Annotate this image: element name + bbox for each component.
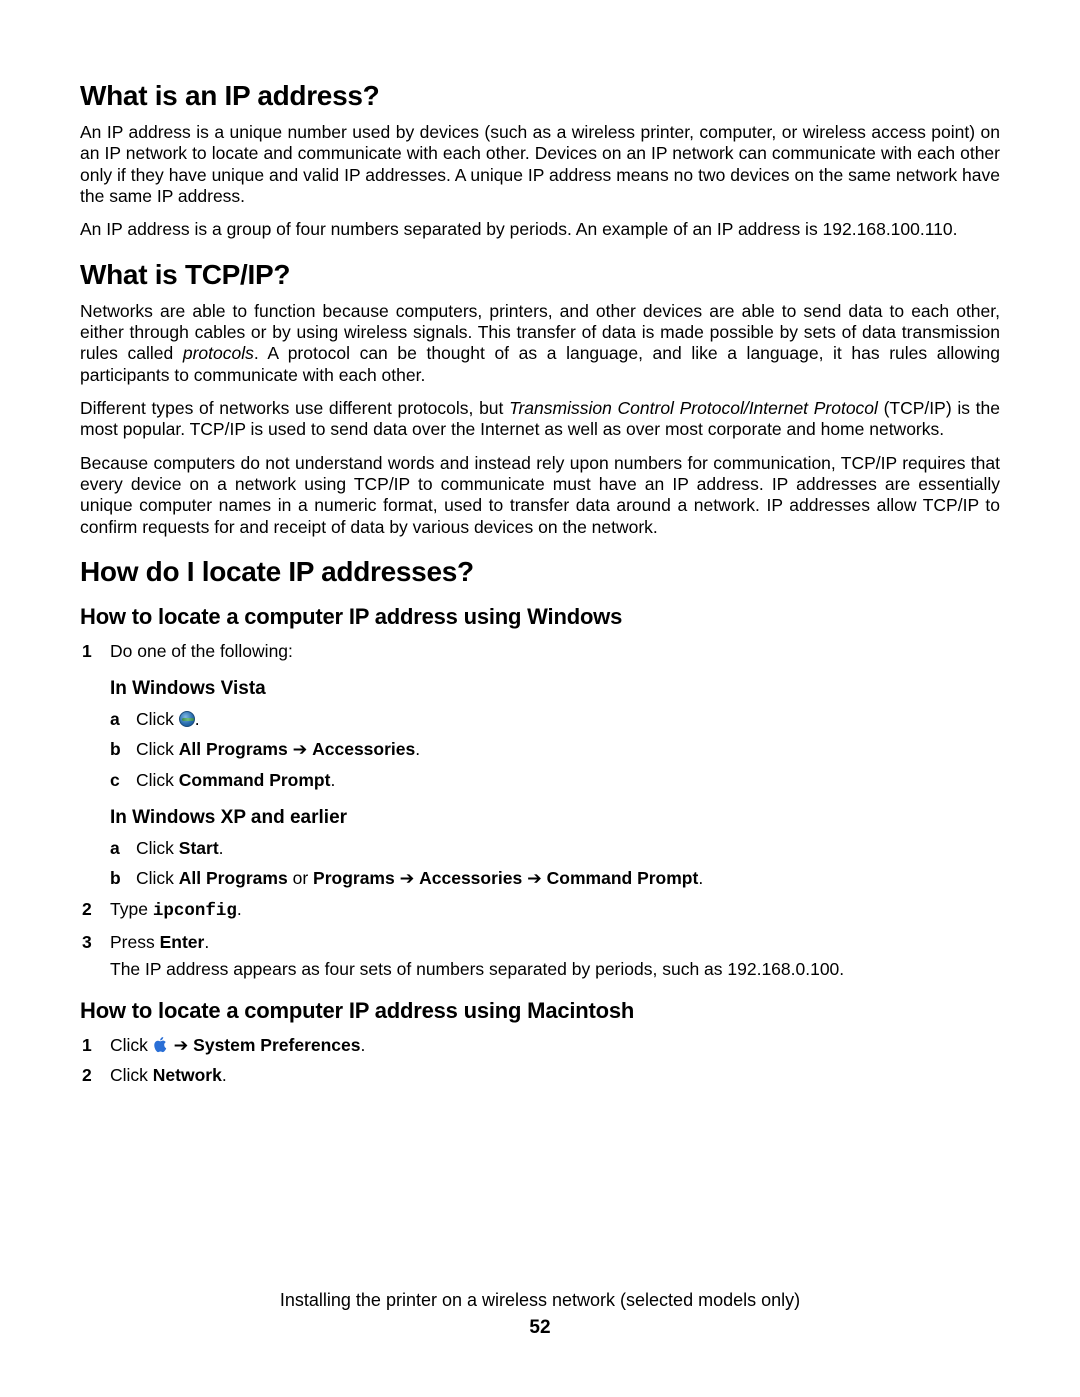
list-item: a Click Start. — [110, 837, 1000, 861]
list-marker: 3 — [82, 931, 92, 955]
text: Do one of the following: — [110, 641, 293, 661]
note-text: The IP address appears as four sets of n… — [110, 958, 1000, 982]
list-item: 1 Do one of the following: — [80, 640, 1000, 664]
text: Type — [110, 899, 153, 919]
subheading-windows: How to locate a computer IP address usin… — [80, 604, 1000, 630]
paragraph: Networks are able to function because co… — [80, 301, 1000, 386]
list-marker: 2 — [82, 1064, 92, 1088]
footer-title: Installing the printer on a wireless net… — [0, 1290, 1080, 1311]
paragraph: Because computers do not understand word… — [80, 453, 1000, 538]
text-bold: Enter — [160, 932, 205, 952]
text: Click — [110, 1035, 153, 1055]
list-marker: c — [110, 769, 120, 793]
list-item: 2 Click Network. — [80, 1064, 1000, 1088]
arrow-icon: ➔ — [395, 868, 419, 888]
subheading-mac: How to locate a computer IP address usin… — [80, 998, 1000, 1024]
list-item: b Click All Programs ➔ Accessories. — [110, 738, 1000, 762]
text-bold: Accessories — [312, 739, 415, 759]
code-text: ipconfig — [153, 901, 237, 921]
text: Click — [136, 838, 179, 858]
text-bold: All Programs — [179, 868, 288, 888]
text: . — [361, 1035, 366, 1055]
text: . — [219, 838, 224, 858]
text: Click — [136, 868, 179, 888]
text-italic: protocols — [183, 343, 254, 363]
start-orb-icon — [179, 711, 195, 727]
text: . — [222, 1065, 227, 1085]
text: Different types of networks use differen… — [80, 398, 509, 418]
text: Press — [110, 932, 160, 952]
text: . — [698, 868, 703, 888]
arrow-icon: ➔ — [522, 868, 546, 888]
list-item: 2 Type ipconfig. — [80, 898, 1000, 924]
ordered-list: 1 Click ➔ System Preferences. 2 Click Ne… — [80, 1034, 1000, 1088]
text: Click — [136, 770, 179, 790]
list-marker: b — [110, 867, 121, 891]
text: . — [330, 770, 335, 790]
text: . — [195, 709, 200, 729]
list-marker: 2 — [82, 898, 92, 922]
heading-ip-address: What is an IP address? — [80, 80, 1000, 112]
paragraph: Different types of networks use differen… — [80, 398, 1000, 441]
document-body: What is an IP address? An IP address is … — [80, 80, 1000, 1088]
list-marker: 1 — [82, 640, 92, 664]
heading-tcpip: What is TCP/IP? — [80, 259, 1000, 291]
subheading-vista: In Windows Vista — [110, 678, 1000, 700]
ordered-list-alpha: a Click Start. b Click All Programs or P… — [110, 837, 1000, 891]
paragraph: An IP address is a unique number used by… — [80, 122, 1000, 207]
paragraph: An IP address is a group of four numbers… — [80, 219, 1000, 240]
text: Click — [136, 739, 179, 759]
text: . — [204, 932, 209, 952]
text-bold: Start — [179, 838, 219, 858]
ordered-list: 2 Type ipconfig. 3 Press Enter. The IP a… — [80, 898, 1000, 982]
text: Click — [110, 1065, 153, 1085]
text-bold: Accessories — [419, 868, 522, 888]
text-bold: Command Prompt — [179, 770, 331, 790]
page-footer: Installing the printer on a wireless net… — [0, 1290, 1080, 1339]
text-bold: All Programs — [179, 739, 288, 759]
list-marker: 1 — [82, 1034, 92, 1058]
text: . — [415, 739, 420, 759]
list-item: a Click . — [110, 708, 1000, 732]
text-italic: Transmission Control Protocol/Internet P… — [509, 398, 878, 418]
list-marker: b — [110, 738, 121, 762]
apple-icon — [153, 1036, 169, 1053]
heading-locate: How do I locate IP addresses? — [80, 556, 1000, 588]
ordered-list-alpha: a Click . b Click All Programs ➔ Accesso… — [110, 708, 1000, 793]
list-marker: a — [110, 708, 120, 732]
text-bold: Command Prompt — [547, 868, 699, 888]
subheading-xp: In Windows XP and earlier — [110, 807, 1000, 829]
text: . — [237, 899, 242, 919]
arrow-icon: ➔ — [288, 739, 312, 759]
arrow-icon: ➔ — [169, 1035, 193, 1055]
text-bold: System Preferences — [193, 1035, 360, 1055]
ordered-list: 1 Do one of the following: — [80, 640, 1000, 664]
text: or — [288, 868, 313, 888]
list-item: 1 Click ➔ System Preferences. — [80, 1034, 1000, 1058]
list-item: b Click All Programs or Programs ➔ Acces… — [110, 867, 1000, 891]
list-item: c Click Command Prompt. — [110, 769, 1000, 793]
text: Click — [136, 709, 179, 729]
list-item: 3 Press Enter. The IP address appears as… — [80, 931, 1000, 982]
text-bold: Network — [153, 1065, 222, 1085]
page-number: 52 — [0, 1317, 1080, 1339]
list-marker: a — [110, 837, 120, 861]
text-bold: Programs — [313, 868, 395, 888]
